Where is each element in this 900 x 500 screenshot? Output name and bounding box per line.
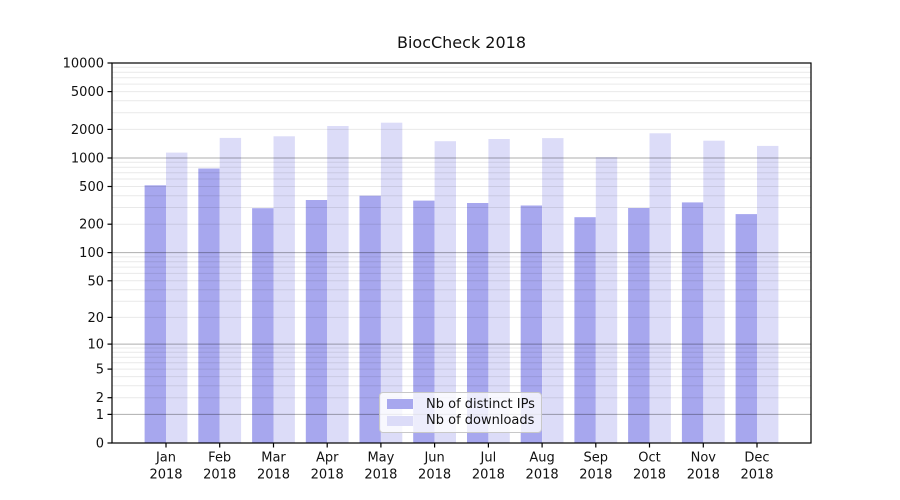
x-tick-label-month: Dec: [744, 451, 769, 466]
bar-downloads: [649, 133, 671, 444]
y-tick-label: 10: [87, 338, 104, 353]
x-tick-label-year: 2018: [687, 468, 720, 483]
y-tick-label: 20: [87, 311, 104, 326]
bar-downloads: [219, 137, 242, 443]
bar-downloads: [380, 122, 403, 443]
y-tick-label: 10000: [63, 57, 104, 72]
x-tick-label-month: Mar: [261, 451, 286, 466]
legend: Nb of distinct IPs Nb of downloads: [379, 392, 542, 433]
bar-downloads: [488, 139, 510, 443]
y-axis: 0 1 2 5 10 20 50 100 200 500 1000 2000 5000 10000: [63, 57, 112, 452]
y-tick-label: 1: [96, 408, 104, 423]
y-tick-label: 2000: [71, 123, 104, 138]
x-tick-label-month: Feb: [208, 451, 231, 466]
legend-swatch-downloads: [387, 415, 413, 426]
y-tick-label: 100: [79, 246, 104, 261]
y-tick-label: 50: [87, 274, 104, 289]
x-tick-label-year: 2018: [740, 468, 773, 483]
y-tick-label: 5: [96, 363, 104, 378]
bar-distinct-ips: [520, 205, 543, 443]
bar-distinct-ips: [467, 203, 489, 443]
x-tick-label-month: Sep: [584, 451, 609, 466]
y-tick-label: 500: [79, 180, 104, 195]
bar-distinct-ips: [628, 208, 650, 443]
bar-downloads: [273, 136, 295, 444]
bar-downloads: [166, 152, 188, 443]
x-tick-label-year: 2018: [364, 468, 397, 483]
x-tick-label-year: 2018: [149, 468, 182, 483]
x-tick-label-month: Aug: [529, 451, 554, 466]
legend-label: Nb of distinct IPs: [426, 396, 535, 412]
bar-distinct-ips: [681, 202, 704, 443]
legend-label: Nb of downloads: [426, 413, 535, 429]
bar-downloads: [542, 138, 564, 443]
x-tick-label-month: Nov: [691, 451, 717, 466]
legend-item-distinct-ips: Nb of distinct IPs: [387, 396, 535, 412]
bar-downloads: [434, 141, 456, 443]
bar-distinct-ips: [574, 217, 596, 443]
y-tick-label: 0: [96, 437, 104, 452]
x-tick-label-year: 2018: [472, 468, 505, 483]
y-tick-label: 2: [96, 391, 104, 406]
x-axis: Jan 2018 Feb 2018 Mar 2018 Apr 2018 May 2018 Jun 20…: [149, 443, 774, 483]
bar-downloads: [703, 140, 725, 443]
x-tick-label-month: Jun: [423, 451, 444, 466]
bar-downloads: [595, 157, 618, 443]
x-tick-label-year: 2018: [526, 468, 559, 483]
x-tick-label-month: Jan: [155, 451, 176, 466]
bar-downloads: [757, 145, 779, 443]
x-tick-label-month: Oct: [638, 451, 660, 466]
chart-title: BiocCheck 2018: [396, 33, 527, 52]
legend-swatch-distinct-ips: [387, 399, 413, 410]
x-tick-label-year: 2018: [311, 468, 344, 483]
x-tick-label-month: Apr: [316, 451, 339, 466]
x-tick-label-year: 2018: [418, 468, 451, 483]
x-tick-label-year: 2018: [579, 468, 612, 483]
bar-distinct-ips: [198, 168, 220, 443]
x-tick-label-month: May: [367, 451, 394, 466]
bar-distinct-ips: [735, 214, 757, 443]
x-tick-label-year: 2018: [633, 468, 666, 483]
bar-distinct-ips: [305, 200, 328, 443]
bar-downloads: [327, 126, 349, 443]
x-tick-label-year: 2018: [257, 468, 290, 483]
bars-layer: [144, 122, 779, 444]
bar-distinct-ips: [144, 185, 166, 444]
bar-distinct-ips: [252, 208, 274, 443]
legend-item-downloads: Nb of downloads: [387, 413, 534, 428]
bar-distinct-ips: [359, 195, 381, 443]
x-tick-label-year: 2018: [203, 468, 236, 483]
x-tick-label-month: Jul: [480, 451, 497, 466]
y-tick-label: 1000: [71, 152, 104, 167]
y-tick-label: 200: [79, 218, 104, 233]
bar-distinct-ips: [413, 200, 435, 443]
y-tick-label: 5000: [71, 85, 104, 100]
